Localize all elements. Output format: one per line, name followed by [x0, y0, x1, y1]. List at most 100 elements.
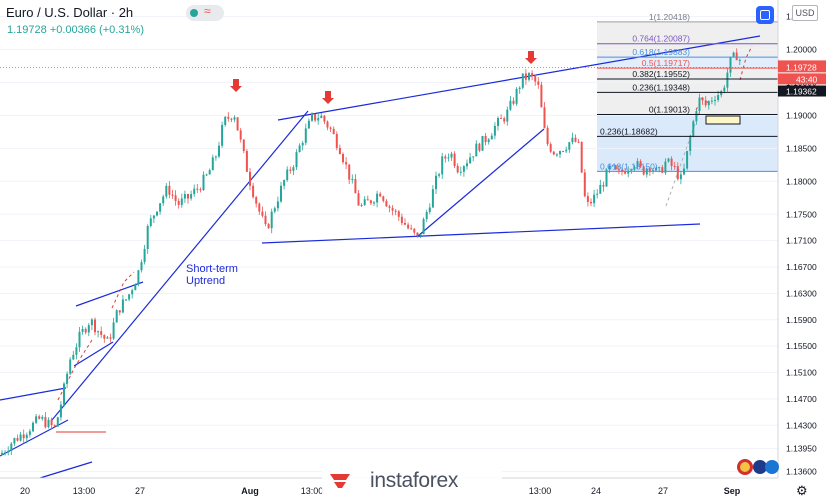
- fib-zones: [597, 21, 778, 172]
- fullscreen-icon: [760, 10, 770, 20]
- indicator-toggle[interactable]: ≈: [186, 4, 224, 21]
- candle-body-222: [689, 136, 692, 151]
- candle-body-139: [431, 189, 434, 208]
- uptrend-label-line1: Short-term: [186, 263, 238, 275]
- candle-body-118: [366, 199, 369, 201]
- candle-body-216: [670, 158, 673, 167]
- candle-body-152: [472, 156, 475, 158]
- gear-icon[interactable]: ⚙: [796, 483, 808, 498]
- candle-body-158: [490, 135, 493, 140]
- candle-body-86: [267, 224, 270, 229]
- price-axis[interactable]: 1.205001.200001.195001.190001.185001.180…: [777, 0, 826, 500]
- candle-body-7: [22, 434, 25, 439]
- candle-body-54: [168, 185, 171, 195]
- grid: [0, 15, 778, 472]
- candle-body-108: [335, 133, 338, 148]
- fib-price-tag: [778, 85, 826, 97]
- candle-body-199: [617, 169, 620, 171]
- candle-body-228: [707, 101, 710, 106]
- trendline-early-upper: [0, 387, 67, 401]
- candle-body-71: [221, 124, 224, 146]
- candle-body-25: [78, 331, 81, 348]
- candle-body-128: [397, 211, 400, 217]
- fib-blue-band: [597, 57, 778, 69]
- candle-body-21: [66, 373, 69, 384]
- currency-badge[interactable]: USD: [792, 5, 818, 21]
- candle-body-113: [351, 178, 354, 180]
- candle-body-90: [280, 185, 282, 202]
- candle-body-132: [410, 228, 413, 230]
- candle-body-60: [187, 194, 189, 199]
- candle-body-111: [345, 162, 348, 165]
- price-tick-4: 1.18500: [786, 143, 817, 153]
- price-tick-8: 1.16700: [786, 262, 817, 272]
- fib-label-1: 0.764(1.20087): [632, 34, 690, 44]
- fib-label-3: 0.5(1.19717): [642, 58, 690, 68]
- candle-body-94: [292, 167, 295, 171]
- candle-body-33: [103, 334, 106, 339]
- time-tick-4: 13:00: [301, 486, 324, 496]
- candle-body-183: [568, 142, 571, 150]
- flags-icon: [737, 459, 779, 475]
- price-tick-12: 1.15100: [786, 368, 817, 378]
- candle-body-143: [444, 156, 447, 159]
- candle-body-203: [630, 169, 633, 171]
- fib-label-6: 0(1.19013): [649, 105, 690, 115]
- candle-body-194: [602, 184, 605, 187]
- candle-body-24: [75, 347, 78, 355]
- symbol-title[interactable]: Euro / U.S. Dollar · 2h: [6, 5, 134, 20]
- candle-body-214: [664, 161, 667, 173]
- price-tick-7: 1.17100: [786, 236, 817, 246]
- candle-body-56: [174, 195, 177, 201]
- candle-body-215: [667, 158, 670, 162]
- candle-body-27: [84, 329, 87, 333]
- candle-body-229: [710, 100, 713, 102]
- candle-body-96: [298, 145, 301, 153]
- status-dot-icon: [190, 9, 198, 17]
- candle-body-69: [214, 156, 217, 158]
- candle-body-133: [413, 228, 416, 233]
- price-tick-3: 1.19000: [786, 110, 817, 120]
- price-tick-15: 1.13950: [786, 443, 817, 453]
- candle-body-161: [500, 117, 503, 119]
- candle-body-157: [487, 139, 490, 143]
- projection-channel: [111, 271, 135, 309]
- candle-body-106: [329, 127, 332, 129]
- candle-body-66: [205, 174, 208, 176]
- candle-body-34: [106, 337, 109, 339]
- candles: [1, 48, 741, 456]
- candle-body-189: [586, 196, 589, 202]
- candle-body-74: [230, 118, 233, 120]
- candle-body-151: [469, 157, 472, 164]
- candle-body-35: [109, 337, 112, 339]
- candle-body-123: [382, 196, 385, 201]
- countdown-tag: [778, 73, 826, 85]
- candle-body-51: [159, 203, 162, 212]
- candle-body-99: [307, 120, 310, 129]
- candle-body-237: [735, 52, 738, 61]
- time-tick-1: 13:00: [73, 486, 96, 496]
- candle-body-188: [583, 172, 586, 197]
- candle-body-44: [137, 270, 140, 285]
- candle-body-206: [639, 161, 642, 167]
- candle-body-116: [360, 205, 363, 207]
- candle-body-184: [571, 137, 574, 143]
- uptrend-label-line2: Uptrend: [186, 275, 225, 287]
- candle-body-156: [484, 135, 487, 143]
- candle-body-226: [701, 97, 704, 101]
- candle-body-18: [56, 417, 59, 427]
- candle-body-138: [428, 207, 431, 213]
- candle-body-97: [301, 142, 304, 146]
- candle-body-20: [63, 383, 65, 405]
- candle-body-146: [453, 153, 456, 166]
- candle-body-160: [497, 117, 499, 126]
- candle-body-162: [503, 118, 506, 122]
- candle-body-4: [13, 438, 16, 444]
- fib-price-label: 1.19362: [786, 87, 817, 97]
- candle-body-198: [614, 165, 617, 170]
- candle-body-13: [41, 416, 44, 419]
- candle-body-22: [69, 359, 72, 374]
- annotations: Short-term Uptrend: [186, 263, 238, 287]
- fullscreen-button[interactable]: [756, 6, 774, 24]
